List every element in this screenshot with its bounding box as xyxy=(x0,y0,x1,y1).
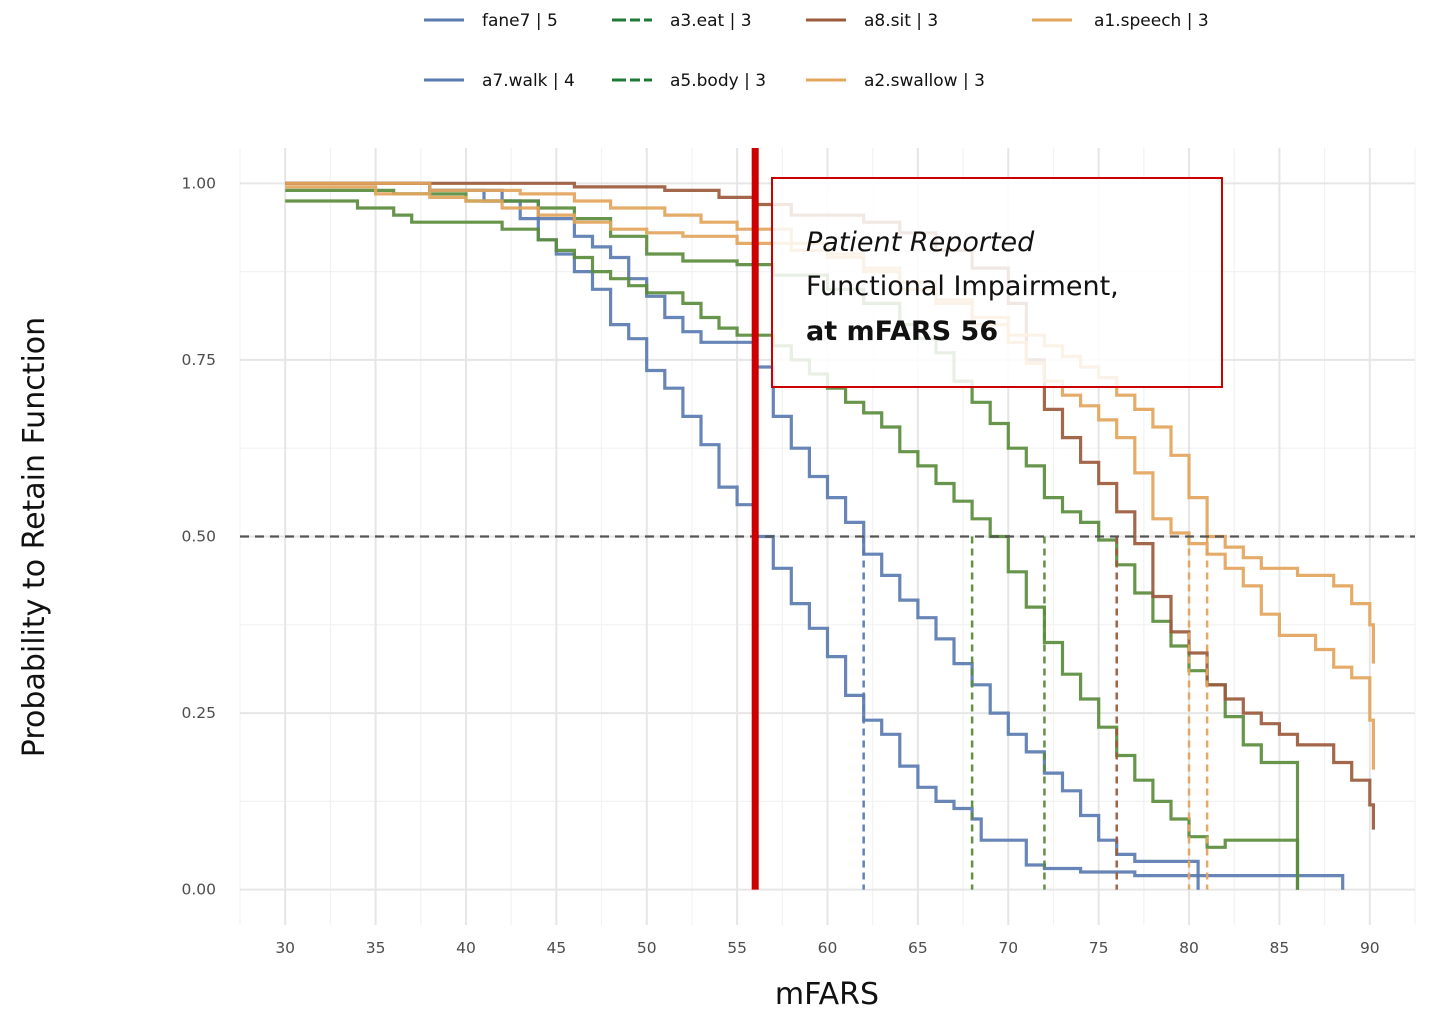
y-tick-label: 0.50 xyxy=(181,528,216,546)
x-tick-label: 80 xyxy=(1179,939,1199,957)
series-curve xyxy=(285,181,1200,890)
annotation-box: Patient Reported Functional Impairment, … xyxy=(771,177,1223,388)
x-tick-label: 75 xyxy=(1089,939,1109,957)
y-tick-label: 0.75 xyxy=(181,351,216,369)
legend: fane7 | 5 a3.eat | 3 a8.sit | 3 a1.speech |… xyxy=(424,11,1209,91)
x-tick-label: 90 xyxy=(1360,939,1380,957)
y-tick-label: 1.00 xyxy=(181,174,216,192)
x-tick-labels: 30 35 40 45 50 55 60 65 70 75 80 85 90 xyxy=(275,939,1379,957)
annotation-line-3: at mFARS 56 xyxy=(806,316,998,347)
y-tick-labels: 0.00 0.25 0.50 0.75 1.00 xyxy=(181,174,216,898)
x-tick-label: 85 xyxy=(1270,939,1290,957)
x-tick-label: 50 xyxy=(637,939,657,957)
legend-label: a1.speech | 3 xyxy=(1094,11,1209,31)
x-tick-label: 65 xyxy=(908,939,928,957)
x-tick-label: 40 xyxy=(456,939,476,957)
x-tick-label: 35 xyxy=(366,939,386,957)
legend-label: fane7 | 5 xyxy=(482,11,558,31)
legend-label: a5.body | 3 xyxy=(670,71,766,91)
annotation-line-1: Patient Reported xyxy=(806,227,1035,258)
legend-label: a2.swallow | 3 xyxy=(864,71,985,91)
annotation-border xyxy=(771,177,1223,388)
legend-label: a3.eat | 3 xyxy=(670,11,752,31)
x-tick-label: 30 xyxy=(275,939,295,957)
median-lines xyxy=(862,536,1209,890)
y-tick-label: 0.00 xyxy=(181,881,216,899)
x-tick-label: 70 xyxy=(998,939,1018,957)
x-tick-label: 45 xyxy=(546,939,566,957)
legend-label: a7.walk | 4 xyxy=(482,71,575,91)
y-axis-title: Probability to Retain Function xyxy=(17,317,52,757)
x-axis-title: mFARS xyxy=(775,977,879,1009)
x-tick-label: 60 xyxy=(818,939,838,957)
annotation-line-2: Functional Impairment, xyxy=(806,271,1119,302)
legend-label: a8.sit | 3 xyxy=(864,11,938,31)
series-curve xyxy=(285,181,1345,890)
x-tick-label: 55 xyxy=(727,939,747,957)
y-tick-label: 0.25 xyxy=(181,704,216,722)
